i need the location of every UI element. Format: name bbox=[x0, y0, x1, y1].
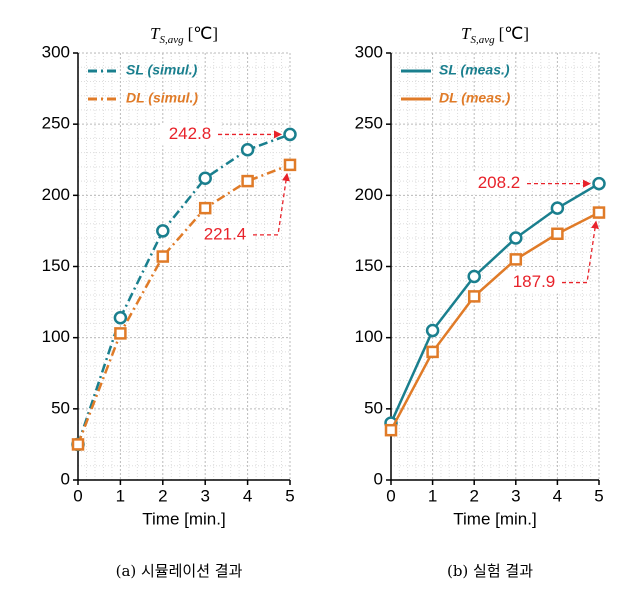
marker bbox=[198, 201, 212, 215]
series-line bbox=[76, 133, 291, 445]
y-tick-label: 200 bbox=[42, 185, 70, 204]
y-tick-label: 50 bbox=[51, 398, 70, 417]
x-tick-label: 3 bbox=[200, 486, 209, 505]
marker bbox=[509, 253, 523, 266]
annotation: 208.2 bbox=[478, 173, 521, 192]
caption: (a) 시뮬레이션 결과 bbox=[116, 562, 243, 580]
x-axis-label: Time [min.] bbox=[142, 509, 225, 528]
y-tick-label: 200 bbox=[355, 185, 383, 204]
title-symbol: T bbox=[461, 24, 472, 43]
marker bbox=[509, 231, 523, 245]
x-tick-label: 2 bbox=[469, 486, 478, 505]
y-tick-label: 0 bbox=[61, 469, 70, 488]
x-tick-label: 0 bbox=[386, 486, 395, 505]
marker bbox=[283, 158, 297, 172]
x-tick-label: 5 bbox=[594, 486, 603, 505]
title-symbol: T bbox=[150, 24, 161, 43]
y-tick-label: 300 bbox=[42, 42, 70, 61]
x-tick-label: 4 bbox=[243, 486, 252, 505]
y-tick-label: 250 bbox=[355, 114, 383, 133]
marker bbox=[551, 227, 564, 241]
y-tick-label: 250 bbox=[42, 114, 70, 133]
marker bbox=[592, 176, 606, 191]
x-tick-label: 1 bbox=[428, 486, 437, 505]
y-tick-label: 150 bbox=[42, 256, 70, 275]
legend-label: SL (meas.) bbox=[439, 62, 510, 78]
marker bbox=[425, 323, 440, 338]
x-tick-label: 1 bbox=[116, 486, 125, 505]
marker bbox=[114, 327, 127, 340]
annotation-box bbox=[160, 123, 220, 146]
x-tick-label: 4 bbox=[553, 486, 562, 505]
x-tick-label: 2 bbox=[158, 486, 167, 505]
annotation-arrow bbox=[562, 220, 599, 284]
marker bbox=[156, 250, 170, 263]
marker bbox=[240, 143, 255, 157]
marker bbox=[283, 127, 297, 142]
x-tick-label: 3 bbox=[511, 486, 520, 505]
chart-title: TS,avg [℃] bbox=[461, 24, 529, 46]
y-tick-label: 100 bbox=[42, 327, 70, 346]
title-subscript: S,avg bbox=[159, 34, 184, 46]
caption: (b) 실험 결과 bbox=[447, 562, 533, 580]
title-subscript: S,avg bbox=[470, 34, 495, 46]
annotation-box bbox=[504, 271, 564, 294]
y-tick-label: 50 bbox=[364, 398, 383, 417]
x-tick-label: 0 bbox=[73, 486, 82, 505]
subplot: 0 50 100 150 200 250 300 0 1 2 3 4 5 TS,avg [℃] Time [m… bbox=[42, 24, 297, 580]
series-line bbox=[389, 182, 600, 424]
title-unit: [℃] bbox=[499, 24, 529, 43]
legend-label: DL (meas.) bbox=[439, 90, 511, 106]
annotation-box bbox=[195, 223, 255, 246]
x-tick-label: 5 bbox=[285, 486, 294, 505]
legend-label: DL (simul.) bbox=[126, 90, 198, 106]
marker bbox=[467, 269, 481, 284]
y-tick-label: 100 bbox=[355, 327, 383, 346]
marker bbox=[241, 174, 254, 188]
annotation-arrow bbox=[253, 172, 290, 236]
marker bbox=[156, 224, 170, 238]
marker bbox=[113, 310, 128, 325]
marker bbox=[467, 290, 481, 303]
marker bbox=[426, 345, 439, 359]
marker bbox=[592, 206, 606, 219]
y-tick-label: 150 bbox=[355, 256, 383, 275]
annotation-box bbox=[469, 172, 529, 195]
annotation: 242.8 bbox=[169, 124, 212, 143]
y-tick-label: 300 bbox=[355, 42, 383, 61]
marker bbox=[384, 423, 398, 437]
marker bbox=[550, 201, 565, 215]
subplot: 0 50 100 150 200 250 300 0 1 2 3 4 5 TS,avg [℃] Time [m… bbox=[355, 24, 606, 580]
series-line bbox=[389, 211, 600, 431]
title-unit: [℃] bbox=[188, 24, 218, 43]
x-axis-label: Time [min.] bbox=[453, 509, 536, 528]
marker bbox=[71, 438, 85, 451]
annotation: 187.9 bbox=[513, 272, 556, 291]
series-line bbox=[76, 163, 291, 445]
chart-title: TS,avg [℃] bbox=[150, 24, 218, 46]
legend-label: SL (simul.) bbox=[126, 62, 198, 78]
y-tick-label: 0 bbox=[374, 469, 383, 488]
marker bbox=[198, 171, 212, 186]
annotation: 221.4 bbox=[204, 224, 247, 243]
